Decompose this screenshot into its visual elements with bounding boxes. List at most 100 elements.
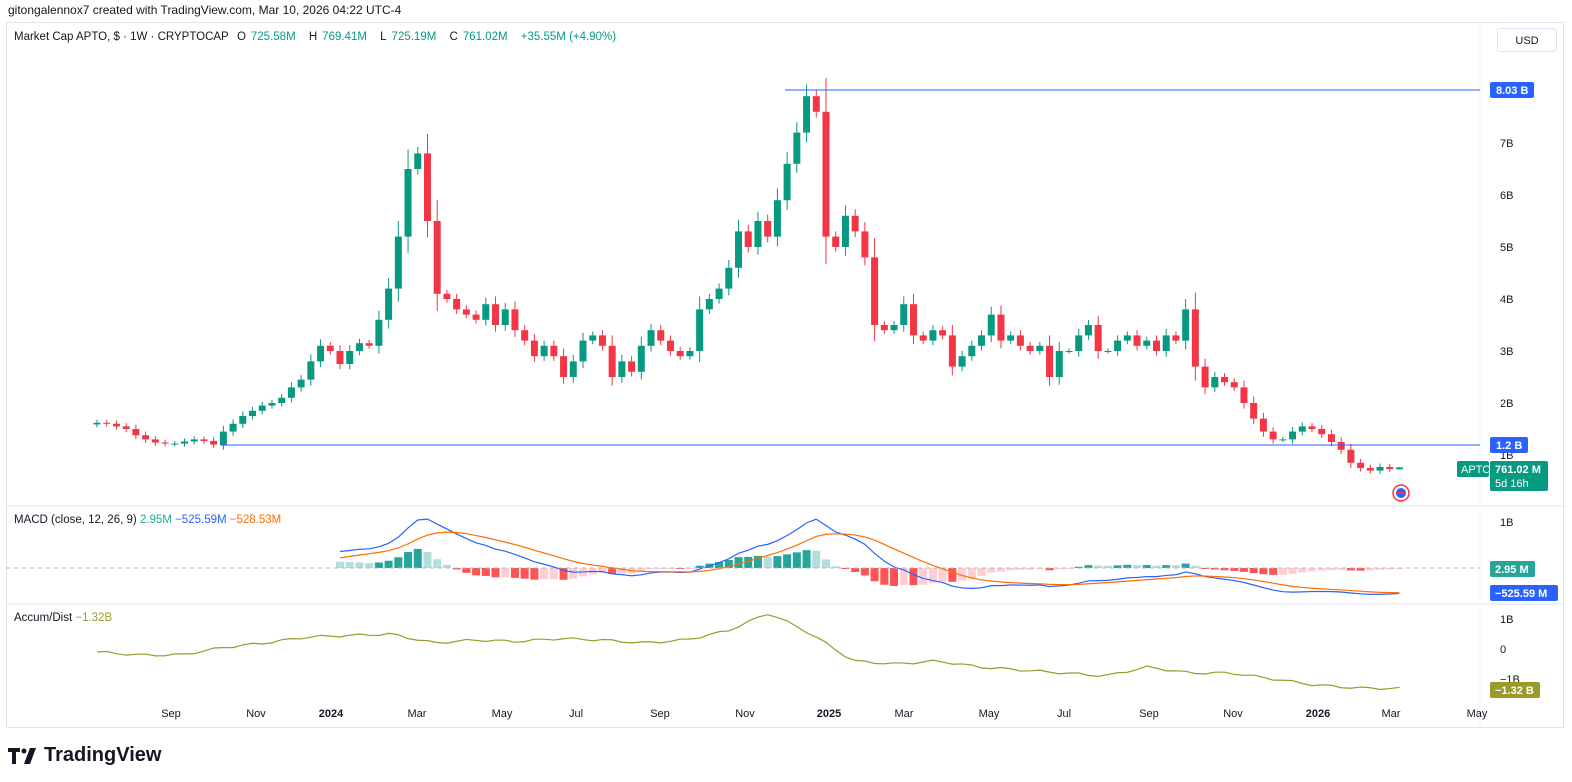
candle[interactable] bbox=[404, 149, 412, 253]
accum-dist-line[interactable] bbox=[96, 614, 1400, 691]
candle[interactable] bbox=[511, 301, 519, 337]
candle[interactable] bbox=[297, 375, 305, 392]
candle[interactable] bbox=[608, 335, 616, 386]
candle[interactable] bbox=[968, 340, 976, 361]
candle[interactable] bbox=[540, 340, 548, 361]
candle[interactable] bbox=[1143, 336, 1151, 350]
candle[interactable] bbox=[229, 419, 237, 436]
candle[interactable] bbox=[978, 330, 986, 351]
candle[interactable] bbox=[628, 356, 636, 377]
ad-legend[interactable]: Accum/Dist −1.32B bbox=[14, 612, 113, 624]
candle[interactable] bbox=[997, 305, 1005, 349]
candle[interactable] bbox=[880, 321, 888, 334]
candle[interactable] bbox=[394, 221, 402, 302]
candle[interactable] bbox=[803, 84, 811, 143]
candle[interactable] bbox=[929, 325, 937, 346]
candle[interactable] bbox=[1269, 427, 1277, 444]
candle[interactable] bbox=[287, 382, 295, 403]
candle[interactable] bbox=[1230, 378, 1238, 392]
candle[interactable] bbox=[151, 436, 159, 446]
candle[interactable] bbox=[871, 237, 879, 342]
candle[interactable] bbox=[482, 297, 490, 326]
candle[interactable] bbox=[1182, 299, 1190, 350]
candle[interactable] bbox=[948, 325, 956, 376]
candle[interactable] bbox=[666, 335, 674, 356]
candle[interactable] bbox=[1026, 341, 1034, 355]
candle[interactable] bbox=[103, 419, 111, 427]
candle[interactable] bbox=[725, 260, 733, 296]
macd-legend[interactable]: MACD (close, 12, 26, 9) 2.95M −525.59M −… bbox=[14, 514, 282, 526]
candle[interactable] bbox=[414, 146, 422, 175]
candle[interactable] bbox=[423, 133, 431, 238]
candle[interactable] bbox=[1366, 464, 1374, 474]
candle[interactable] bbox=[783, 152, 791, 211]
candle[interactable] bbox=[550, 340, 558, 361]
candle[interactable] bbox=[1114, 335, 1122, 356]
candle[interactable] bbox=[249, 406, 257, 420]
candle[interactable] bbox=[492, 296, 500, 332]
candle[interactable] bbox=[1289, 427, 1297, 444]
candle[interactable] bbox=[443, 289, 451, 303]
candle[interactable] bbox=[890, 321, 898, 334]
candle[interactable] bbox=[132, 424, 140, 440]
candle[interactable] bbox=[1046, 335, 1054, 386]
candle[interactable] bbox=[1395, 466, 1403, 470]
candle[interactable] bbox=[1133, 330, 1141, 351]
candle[interactable] bbox=[851, 209, 859, 238]
candle[interactable] bbox=[861, 222, 869, 266]
candle[interactable] bbox=[686, 347, 694, 360]
candle[interactable] bbox=[210, 437, 218, 448]
candle[interactable] bbox=[1172, 331, 1180, 345]
candle[interactable] bbox=[909, 293, 917, 345]
candle[interactable] bbox=[1007, 331, 1015, 345]
candle[interactable] bbox=[589, 331, 597, 345]
candle[interactable] bbox=[657, 325, 665, 346]
candle[interactable] bbox=[735, 219, 743, 278]
candle[interactable] bbox=[822, 78, 830, 265]
candle[interactable] bbox=[433, 200, 441, 311]
candle[interactable] bbox=[1094, 315, 1102, 359]
candle[interactable] bbox=[1308, 423, 1316, 433]
candle[interactable] bbox=[122, 423, 130, 433]
candle[interactable] bbox=[939, 326, 947, 340]
candle[interactable] bbox=[1191, 292, 1199, 381]
candle[interactable] bbox=[326, 341, 334, 355]
candle[interactable] bbox=[793, 122, 801, 173]
candle[interactable] bbox=[278, 393, 286, 407]
candle[interactable] bbox=[1337, 437, 1345, 454]
signal-line[interactable] bbox=[339, 531, 1400, 594]
candle[interactable] bbox=[530, 334, 538, 362]
candle[interactable] bbox=[180, 438, 188, 447]
candle[interactable] bbox=[375, 310, 383, 354]
candle[interactable] bbox=[579, 332, 587, 369]
candle[interactable] bbox=[919, 331, 927, 345]
candle[interactable] bbox=[1221, 373, 1229, 386]
candle[interactable] bbox=[1016, 330, 1024, 351]
candle[interactable] bbox=[764, 214, 772, 243]
candle[interactable] bbox=[93, 419, 101, 428]
candle[interactable] bbox=[453, 293, 461, 315]
candle[interactable] bbox=[569, 354, 577, 383]
candle[interactable] bbox=[1123, 331, 1131, 345]
candle[interactable] bbox=[385, 278, 393, 329]
candle[interactable] bbox=[744, 224, 752, 253]
candle[interactable] bbox=[171, 440, 179, 447]
candle[interactable] bbox=[812, 89, 820, 118]
candle[interactable] bbox=[1386, 463, 1394, 473]
candle[interactable] bbox=[618, 354, 626, 383]
candle[interactable] bbox=[1250, 396, 1258, 425]
candle[interactable] bbox=[832, 231, 840, 252]
candle[interactable] bbox=[715, 283, 723, 304]
candle[interactable] bbox=[317, 339, 325, 368]
macd-line[interactable] bbox=[339, 518, 1400, 595]
candle[interactable] bbox=[472, 310, 480, 324]
candle[interactable] bbox=[142, 431, 150, 443]
candle[interactable] bbox=[1211, 371, 1219, 393]
candle[interactable] bbox=[346, 345, 354, 370]
candle[interactable] bbox=[560, 348, 568, 384]
candle[interactable] bbox=[1055, 341, 1063, 385]
candle[interactable] bbox=[200, 436, 208, 444]
currency-button[interactable]: USD bbox=[1497, 28, 1557, 52]
candle[interactable] bbox=[239, 411, 247, 428]
candle[interactable] bbox=[841, 205, 849, 256]
